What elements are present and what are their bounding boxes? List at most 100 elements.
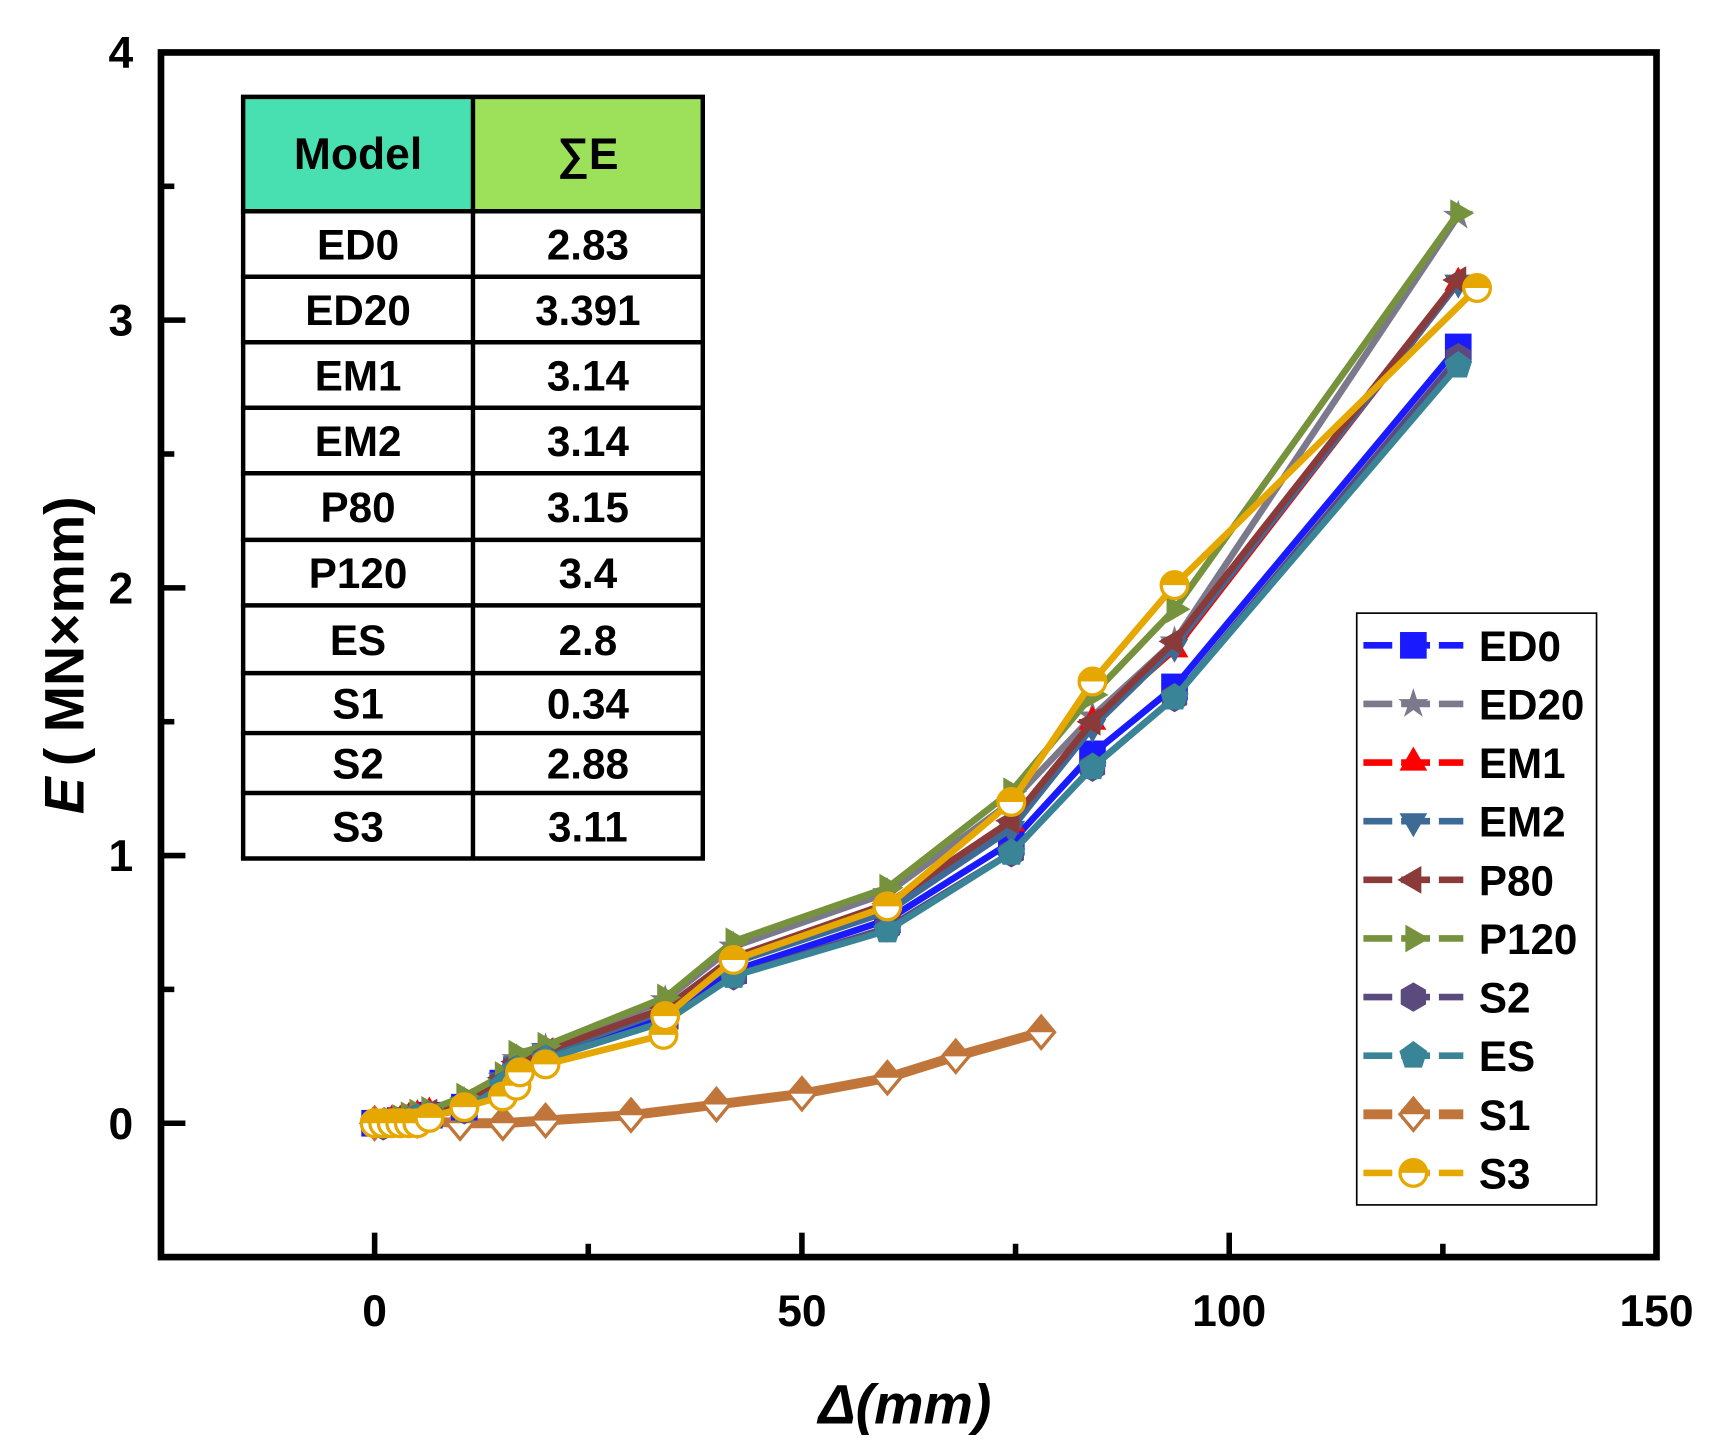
data-point-s3 [872,891,903,922]
legend-label: ED0 [1479,623,1561,670]
legend-marker-em1 [1399,746,1428,771]
table-cell-model: S2 [332,741,384,788]
legend-item-p80: P80 [1363,857,1554,904]
table-cell-value: 0.34 [547,681,630,728]
data-point-es [873,915,902,943]
table-cell-model: P120 [309,550,408,597]
data-point-s3 [504,1057,535,1088]
x-tick-label: 100 [1192,1287,1266,1336]
y-axis-unit: ( MN×mm) [33,496,95,766]
y-axis-symbol: E [33,775,95,814]
y-tick-label: 1 [109,832,134,881]
table-cell-value: 3.14 [547,353,630,400]
legend-label: P120 [1479,916,1578,963]
data-point-p120 [1166,595,1191,624]
data-point-p80 [1442,266,1467,294]
table-header: ∑E [557,130,618,179]
table-cell-value: 2.88 [547,741,629,788]
table-cell-model: EM1 [315,353,402,400]
data-point-s3 [530,1049,561,1080]
table-cell-model: ES [330,617,386,664]
data-point-p80 [1076,707,1101,736]
y-tick-label: 2 [109,564,134,613]
x-axis-label: Δ(mm) [816,1374,991,1436]
legend-item-s2: S2 [1363,975,1530,1022]
table-header-cell-model [243,96,473,212]
y-axis-label: E ( MN×mm) [33,496,95,814]
data-point-s3 [1077,666,1108,697]
table-cell-value: 2.83 [547,222,629,269]
legend-label: P80 [1479,857,1554,904]
table-cell-value: 3.11 [548,803,628,850]
legend-marker-s2 [1400,982,1427,1012]
data-point-es [1160,682,1189,710]
data-point-s3 [650,1001,681,1032]
legend-item-em1: EM1 [1363,740,1566,787]
y-tick-label: 3 [109,297,134,346]
data-point-s3 [996,787,1027,817]
table-cell-value: 2.8 [559,617,618,664]
data-point-s1 [1025,1013,1057,1051]
legend-item-es: ES [1363,1033,1535,1080]
legend-marker-s1 [1397,1095,1429,1133]
data-point-s1 [487,1104,519,1142]
table-cell-model: ED0 [317,222,399,269]
legend-marker-ed0 [1400,632,1427,659]
data-point-es [1444,351,1473,378]
table-cell-value: 3.14 [547,418,630,465]
table-cell-model: P80 [321,484,396,531]
data-point-s1 [786,1075,818,1113]
table-cell-value: 3.391 [535,287,641,334]
data-point-p120 [1450,199,1475,227]
legend-marker-p120 [1405,924,1430,953]
data-point-s1 [615,1096,647,1134]
legend-label: ED20 [1479,682,1585,729]
data-point-s1 [530,1101,562,1140]
legend-label: ES [1479,1033,1535,1080]
legend-item-ed20: ED20 [1363,682,1584,729]
legend-item-em2: EM2 [1363,799,1566,846]
data-point-s1 [700,1085,732,1124]
legend-label: S2 [1479,975,1531,1022]
legend-item-p120: P120 [1363,916,1577,963]
series-s3 [359,273,1493,1139]
x-tick-label: 150 [1619,1287,1693,1336]
data-point-s3 [449,1092,480,1123]
data-point-s3 [1159,570,1190,601]
legend-marker-p80 [1397,865,1422,894]
x-tick-label: 50 [777,1287,826,1336]
y-tick-label: 0 [109,1100,134,1149]
legend-label: EM2 [1479,799,1566,846]
legend-label: S3 [1479,1150,1531,1197]
data-point-s1 [871,1059,903,1097]
legend-marker-ed20 [1398,687,1429,717]
table-cell-value: 3.4 [559,550,618,597]
y-tick-label: 4 [109,29,134,78]
table-cell-model: S1 [332,681,384,728]
data-point-s3 [718,944,749,975]
legend-marker-s3 [1398,1157,1429,1188]
data-point-es [997,838,1026,865]
data-point-p80 [1158,627,1183,656]
data-point-s3 [414,1102,445,1133]
legend-item-s3: S3 [1363,1150,1530,1197]
legend-marker-em2 [1399,813,1428,838]
legend-label: EM1 [1479,740,1566,787]
data-point-es [1078,752,1107,780]
table-header: Model [294,130,422,179]
legend-item-s1: S1 [1363,1092,1530,1139]
x-tick-label: 0 [362,1287,387,1336]
plot-frame [157,49,1660,1261]
data-point-s1 [940,1037,972,1075]
table-header-cell-sum [472,96,703,212]
table-cell-model: EM2 [315,418,402,465]
legend-box [1355,612,1598,1206]
legend-label: S1 [1479,1092,1531,1139]
legend-item-ed0: ED0 [1363,623,1561,670]
table-cell-model: ED20 [305,287,411,334]
table-cell-model: S3 [332,803,384,850]
legend-marker-es [1399,1041,1428,1068]
data-point-s3 [1462,273,1493,304]
table-cell-value: 3.15 [547,484,629,531]
